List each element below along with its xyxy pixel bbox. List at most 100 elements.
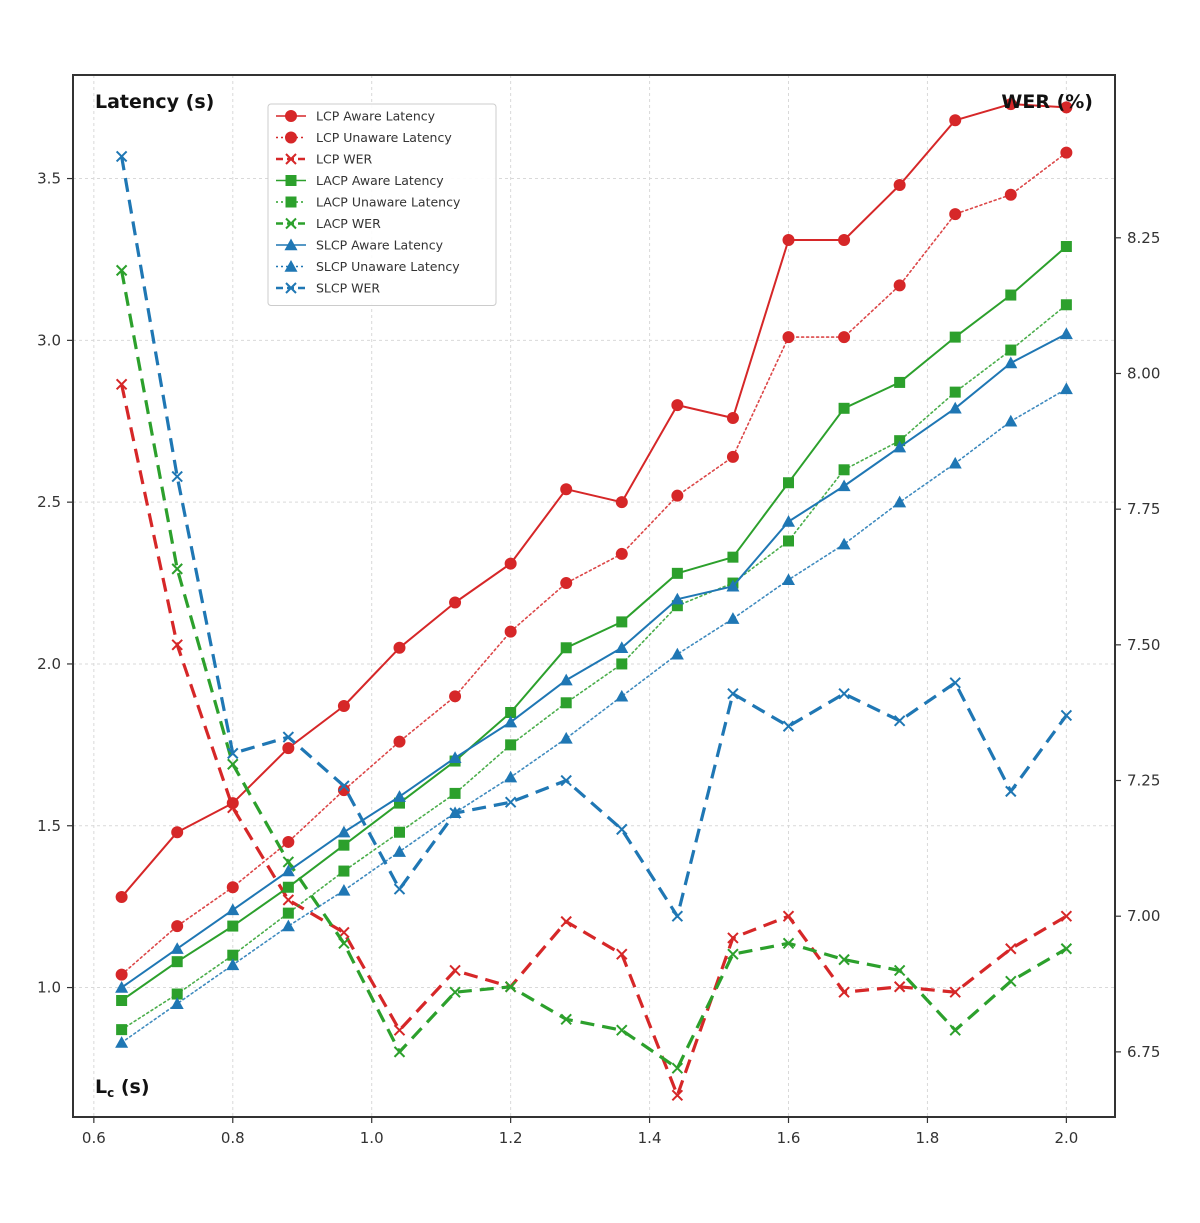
data-point (559, 731, 573, 744)
data-point (1004, 356, 1018, 369)
data-point (393, 735, 406, 748)
x-tick-label: 1.2 (499, 1129, 523, 1147)
series-lcp-aware-latency (115, 98, 1073, 903)
data-point (1005, 975, 1017, 988)
data-point (671, 567, 683, 579)
legend-swatch-marker (285, 131, 297, 144)
y-right-tick-label: 7.00 (1127, 907, 1160, 925)
data-point (504, 770, 518, 783)
legend-item: LACP Aware Latency (276, 173, 444, 188)
data-point (893, 964, 906, 977)
data-point (115, 890, 128, 903)
x-tick-label: 1.8 (916, 1129, 940, 1147)
data-point (893, 179, 906, 192)
data-point (615, 547, 628, 560)
legend-item: SLCP Unaware Latency (276, 259, 460, 274)
data-point (392, 790, 406, 802)
data-point (671, 910, 684, 922)
data-point (727, 948, 739, 960)
data-point (726, 450, 739, 463)
data-point (227, 758, 239, 770)
plot-area (115, 98, 1073, 1101)
data-point (560, 1013, 572, 1026)
legend-label: SLCP Aware Latency (316, 238, 444, 253)
series-line (120, 156, 1068, 918)
data-point (504, 715, 518, 728)
x-tick-label: 1.4 (638, 1129, 662, 1147)
y-right-tick-label: 7.50 (1127, 636, 1160, 654)
legend-swatch-marker (285, 217, 297, 230)
legend-label: SLCP Unaware Latency (316, 259, 460, 274)
data-point (171, 470, 183, 483)
data-point (949, 1024, 961, 1036)
legend-item: LCP Unaware Latency (276, 130, 452, 145)
legend-swatch-marker (285, 153, 297, 165)
data-point (726, 412, 739, 425)
legend-frame (267, 103, 497, 306)
data-point (504, 557, 517, 570)
data-point (616, 1024, 628, 1036)
legend-swatch-marker (285, 282, 297, 294)
axes: 0.6 0.8 1.0 1.2 1.4 1.6 1.8 2.0 1.0 1.5 2.0 2.5 3.0 3… (37, 170, 1160, 1147)
data-point (1059, 327, 1073, 340)
data-point (838, 986, 850, 998)
data-point (948, 401, 962, 414)
data-point (1060, 241, 1072, 253)
data-point (171, 956, 183, 968)
data-point (727, 687, 739, 700)
data-point (449, 690, 462, 703)
data-point (1060, 910, 1073, 922)
data-point (1004, 414, 1018, 427)
data-point (282, 856, 295, 868)
data-point (670, 647, 684, 660)
data-point (1060, 299, 1072, 311)
data-point (1059, 382, 1073, 395)
data-point (949, 386, 961, 398)
y-left-tick-label: 3.0 (37, 331, 61, 349)
data-point (282, 907, 294, 919)
data-point (838, 687, 850, 700)
data-point (338, 780, 350, 792)
data-point (1060, 943, 1073, 955)
data-point (116, 1024, 128, 1036)
data-point (170, 942, 184, 954)
data-point (116, 995, 128, 1007)
data-point (782, 720, 795, 732)
y-right-tick-label: 8.00 (1127, 364, 1160, 382)
series-line (120, 103, 1067, 898)
y-right-tick-label: 6.75 (1127, 1043, 1160, 1061)
data-point (338, 937, 350, 950)
legend-label: SLCP WER (316, 281, 380, 296)
data-point (559, 673, 573, 686)
series-lcp-unaware-latency (115, 146, 1073, 981)
legend-swatch-marker (284, 260, 298, 272)
data-point (281, 864, 295, 877)
data-point (894, 376, 906, 388)
legend-swatch-marker (285, 110, 297, 122)
data-point (949, 331, 961, 343)
legend-item: LACP Unaware Latency (276, 195, 461, 210)
data-point (171, 826, 184, 839)
data-point (948, 456, 962, 469)
series-line (120, 303, 1068, 1031)
data-point (393, 826, 405, 838)
series-line (121, 245, 1068, 1002)
data-point (338, 865, 350, 877)
series-slcp-wer (115, 150, 1073, 922)
data-point (1060, 101, 1073, 114)
data-point (393, 1046, 406, 1058)
data-point (449, 964, 461, 977)
data-point (393, 641, 406, 654)
data-point (782, 937, 795, 950)
data-point (838, 953, 850, 966)
data-point (560, 697, 572, 709)
series-line (121, 333, 1067, 989)
data-point (115, 150, 128, 163)
data-point (171, 920, 184, 933)
legend-label: LACP WER (316, 216, 381, 231)
data-point (893, 440, 907, 453)
legend-label: LCP Aware Latency (316, 109, 436, 124)
data-point (560, 915, 572, 928)
x-tick-label: 2.0 (1054, 1129, 1078, 1147)
